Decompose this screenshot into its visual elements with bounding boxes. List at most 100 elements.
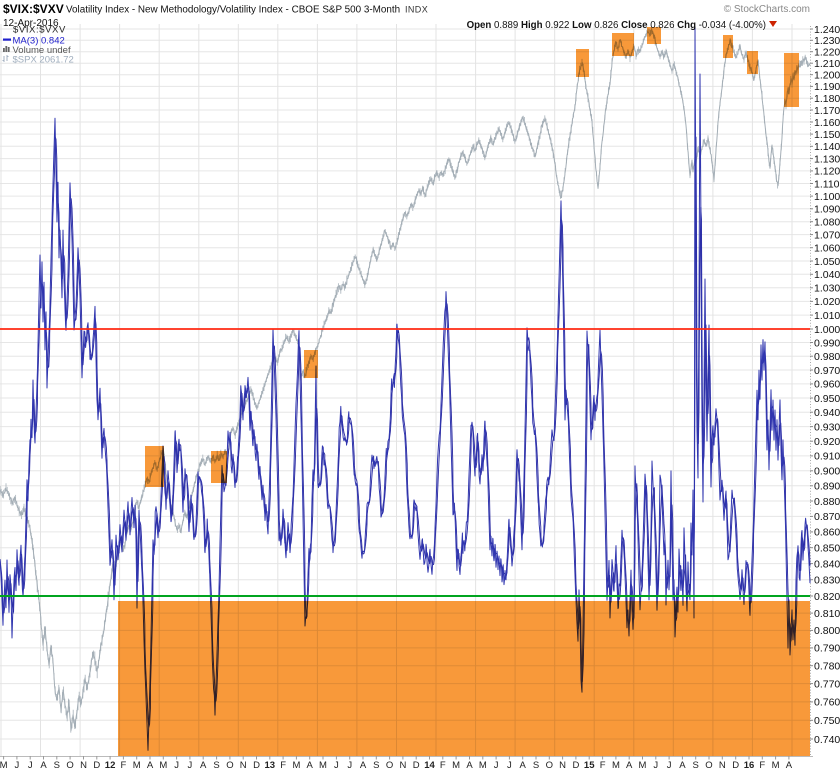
svg-text:S: S	[54, 760, 60, 771]
svg-text:1.130: 1.130	[814, 153, 840, 165]
svg-text:0.910: 0.910	[814, 451, 840, 463]
svg-text:O: O	[226, 760, 233, 771]
svg-text:F: F	[600, 760, 606, 771]
svg-text:1.020: 1.020	[814, 296, 840, 308]
svg-text:1.220: 1.220	[814, 47, 840, 59]
svg-text:0.790: 0.790	[814, 643, 840, 655]
svg-text:0.870: 0.870	[814, 511, 840, 523]
svg-text:1.080: 1.080	[814, 217, 840, 229]
svg-text:N: N	[399, 760, 406, 771]
svg-text:0.780: 0.780	[814, 661, 840, 673]
svg-text:F: F	[440, 760, 446, 771]
svg-text:J: J	[347, 760, 352, 771]
svg-text:0.890: 0.890	[814, 481, 840, 493]
svg-text:1.120: 1.120	[814, 166, 840, 178]
svg-text:0.820: 0.820	[814, 591, 840, 603]
svg-text:1.010: 1.010	[814, 310, 840, 322]
svg-text:1.140: 1.140	[814, 141, 840, 153]
svg-text:D: D	[572, 760, 579, 771]
svg-text:Volatility Index - New Methodo: Volatility Index - New Methodology/Volat…	[66, 5, 400, 16]
svg-text:O: O	[546, 760, 553, 771]
svg-text:0.740: 0.740	[814, 734, 840, 746]
svg-text:N: N	[559, 760, 566, 771]
svg-text:J: J	[494, 760, 499, 771]
svg-text:F: F	[759, 760, 765, 771]
svg-text:D: D	[732, 760, 739, 771]
svg-text:M: M	[133, 760, 141, 771]
svg-text:A: A	[679, 760, 686, 771]
svg-text:0.760: 0.760	[814, 697, 840, 709]
svg-text:15: 15	[584, 760, 595, 771]
svg-text:O: O	[66, 760, 73, 771]
svg-text:1.000: 1.000	[814, 324, 840, 336]
svg-text:0.830: 0.830	[814, 575, 840, 587]
svg-text:A: A	[786, 760, 793, 771]
svg-text:0.840: 0.840	[814, 558, 840, 570]
svg-text:0.940: 0.940	[814, 407, 840, 419]
svg-text:M: M	[612, 760, 620, 771]
svg-text:$SPX 2061.72: $SPX 2061.72	[13, 55, 74, 66]
svg-text:0.860: 0.860	[814, 527, 840, 539]
svg-text:0.770: 0.770	[814, 678, 840, 690]
svg-text:S: S	[213, 760, 219, 771]
svg-text:1.150: 1.150	[814, 129, 840, 141]
svg-text:0.960: 0.960	[814, 379, 840, 391]
svg-text:0.800: 0.800	[814, 625, 840, 637]
svg-text:14: 14	[424, 760, 435, 771]
svg-text:A: A	[626, 760, 633, 771]
svg-text:1.200: 1.200	[814, 70, 840, 82]
svg-text:A: A	[200, 760, 207, 771]
svg-text:D: D	[253, 760, 260, 771]
svg-text:INDX: INDX	[405, 5, 428, 15]
svg-text:A: A	[307, 760, 314, 771]
svg-text:MA(3) 0.842: MA(3) 0.842	[13, 36, 65, 47]
svg-text:N: N	[240, 760, 247, 771]
svg-text:J: J	[334, 760, 339, 771]
svg-text:1.040: 1.040	[814, 269, 840, 281]
svg-text:1.190: 1.190	[814, 81, 840, 93]
svg-text:1.070: 1.070	[814, 229, 840, 241]
svg-text:© StockCharts.com: © StockCharts.com	[724, 4, 810, 15]
svg-text:1.180: 1.180	[814, 93, 840, 105]
svg-text:0.810: 0.810	[814, 608, 840, 620]
svg-text:0.950: 0.950	[814, 393, 840, 405]
svg-text:$VIX:$VXV: $VIX:$VXV	[13, 25, 66, 36]
svg-text:M: M	[159, 760, 167, 771]
svg-text:O: O	[386, 760, 393, 771]
svg-text:J: J	[174, 760, 179, 771]
svg-text:0.750: 0.750	[814, 715, 840, 727]
svg-text:0.920: 0.920	[814, 436, 840, 448]
svg-text:J: J	[667, 760, 672, 771]
svg-text:S: S	[693, 760, 699, 771]
svg-text:16: 16	[744, 760, 755, 771]
svg-text:1.230: 1.230	[814, 35, 840, 47]
svg-text:0.970: 0.970	[814, 365, 840, 377]
svg-text:D: D	[93, 760, 100, 771]
svg-text:A: A	[520, 760, 527, 771]
svg-text:A: A	[360, 760, 367, 771]
svg-text:1.110: 1.110	[814, 178, 840, 190]
svg-text:A: A	[40, 760, 47, 771]
svg-text:1.060: 1.060	[814, 243, 840, 255]
svg-text:0.990: 0.990	[814, 337, 840, 349]
svg-text:1.050: 1.050	[814, 256, 840, 268]
svg-text:J: J	[28, 760, 33, 771]
svg-text:1.030: 1.030	[814, 283, 840, 295]
svg-text:S: S	[373, 760, 379, 771]
svg-text:13: 13	[265, 760, 276, 771]
svg-text:0.850: 0.850	[814, 543, 840, 555]
svg-text:1.160: 1.160	[814, 117, 840, 129]
svg-text:O: O	[705, 760, 712, 771]
svg-text:M: M	[772, 760, 780, 771]
svg-text:0.900: 0.900	[814, 466, 840, 478]
svg-text:J: J	[653, 760, 658, 771]
svg-text:A: A	[147, 760, 154, 771]
svg-text:D: D	[413, 760, 420, 771]
svg-text:M: M	[452, 760, 460, 771]
svg-text:12-Apr-2016: 12-Apr-2016	[3, 18, 59, 29]
svg-text:12: 12	[105, 760, 116, 771]
svg-text:0.930: 0.930	[814, 421, 840, 433]
svg-text:Open 0.889 High 0.922 Low 0.82: Open 0.889 High 0.922 Low 0.826 Close 0.…	[467, 20, 766, 31]
svg-text:A: A	[466, 760, 473, 771]
svg-text:1.090: 1.090	[814, 204, 840, 216]
